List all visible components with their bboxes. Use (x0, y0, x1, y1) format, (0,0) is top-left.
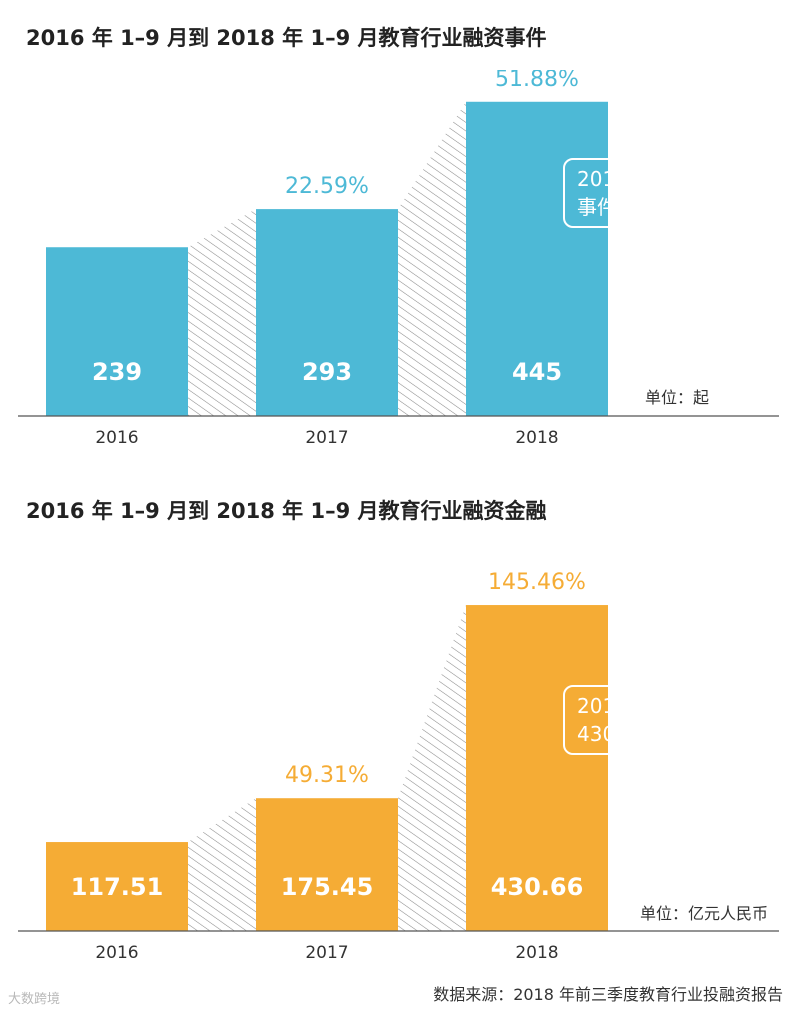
amount-bar-chart: 117.51 2016 175.45 49.31% 2017 430.66 145.46% 2… (18, 570, 779, 963)
events-category-label-2017: 2017 (305, 428, 348, 448)
data-source-note: 数据来源：2018 年前三季度教育行业投融资报告 (433, 985, 783, 1004)
events-connector-2 (398, 101, 466, 416)
events-value-label-2016: 239 (92, 358, 142, 386)
events-growth-label-2017: 22.59% (285, 174, 369, 199)
amount-unit-label: 单位：亿元人民币 (640, 904, 769, 923)
events-bar-2016 (46, 247, 188, 416)
events-value-label-2017: 293 (302, 358, 352, 386)
amount-connector-1 (188, 798, 256, 931)
amount-callout: 2018 年前三季金融 430.66 亿元人民币 (563, 685, 769, 755)
events-callout-line-1: 2018 年前三季 (577, 167, 715, 191)
amount-bar-2018 (466, 605, 608, 931)
chart-title-amount: 2016 年 1–9 月到 2018 年 1–9 月教育行业融资金融 (26, 499, 547, 523)
amount-category-label-2017: 2017 (305, 943, 348, 963)
events-bar-chart: 239 2016 293 22.59% 2017 445 51.88% 2018 (18, 70, 779, 448)
events-bar-2018 (466, 101, 608, 416)
events-value-label-2018: 445 (512, 358, 562, 386)
watermark: 大数跨境 (8, 992, 61, 1007)
events-callout: 2018 年前三季 事件数 445 起 (563, 158, 729, 228)
events-unit-label: 单位：起 (645, 388, 710, 407)
events-category-label-2016: 2016 (95, 428, 138, 448)
events-growth-label-2018: 51.88% (495, 70, 579, 92)
amount-callout-line-1: 2018 年前三季金融 (577, 694, 755, 718)
amount-connector-2 (398, 605, 466, 931)
amount-value-label-2016: 117.51 (71, 873, 164, 901)
amount-category-label-2016: 2016 (95, 943, 138, 963)
amount-growth-label-2018: 145.46% (488, 570, 586, 595)
events-bar-2017 (256, 209, 398, 416)
amount-value-label-2018: 430.66 (491, 873, 584, 901)
amount-growth-label-2017: 49.31% (285, 763, 369, 788)
amount-category-label-2018: 2018 (515, 943, 558, 963)
events-callout-line-2: 事件数 445 起 (577, 195, 708, 219)
amount-bar-2017 (256, 798, 398, 931)
amount-callout-line-2: 430.66 亿元人民币 (577, 722, 754, 746)
amount-bar-2016 (46, 842, 188, 931)
amount-value-label-2017: 175.45 (281, 873, 374, 901)
events-connector-1 (188, 209, 256, 416)
chart-title-events: 2016 年 1–9 月到 2018 年 1–9 月教育行业融资事件 (26, 26, 547, 50)
events-category-label-2018: 2018 (515, 428, 558, 448)
